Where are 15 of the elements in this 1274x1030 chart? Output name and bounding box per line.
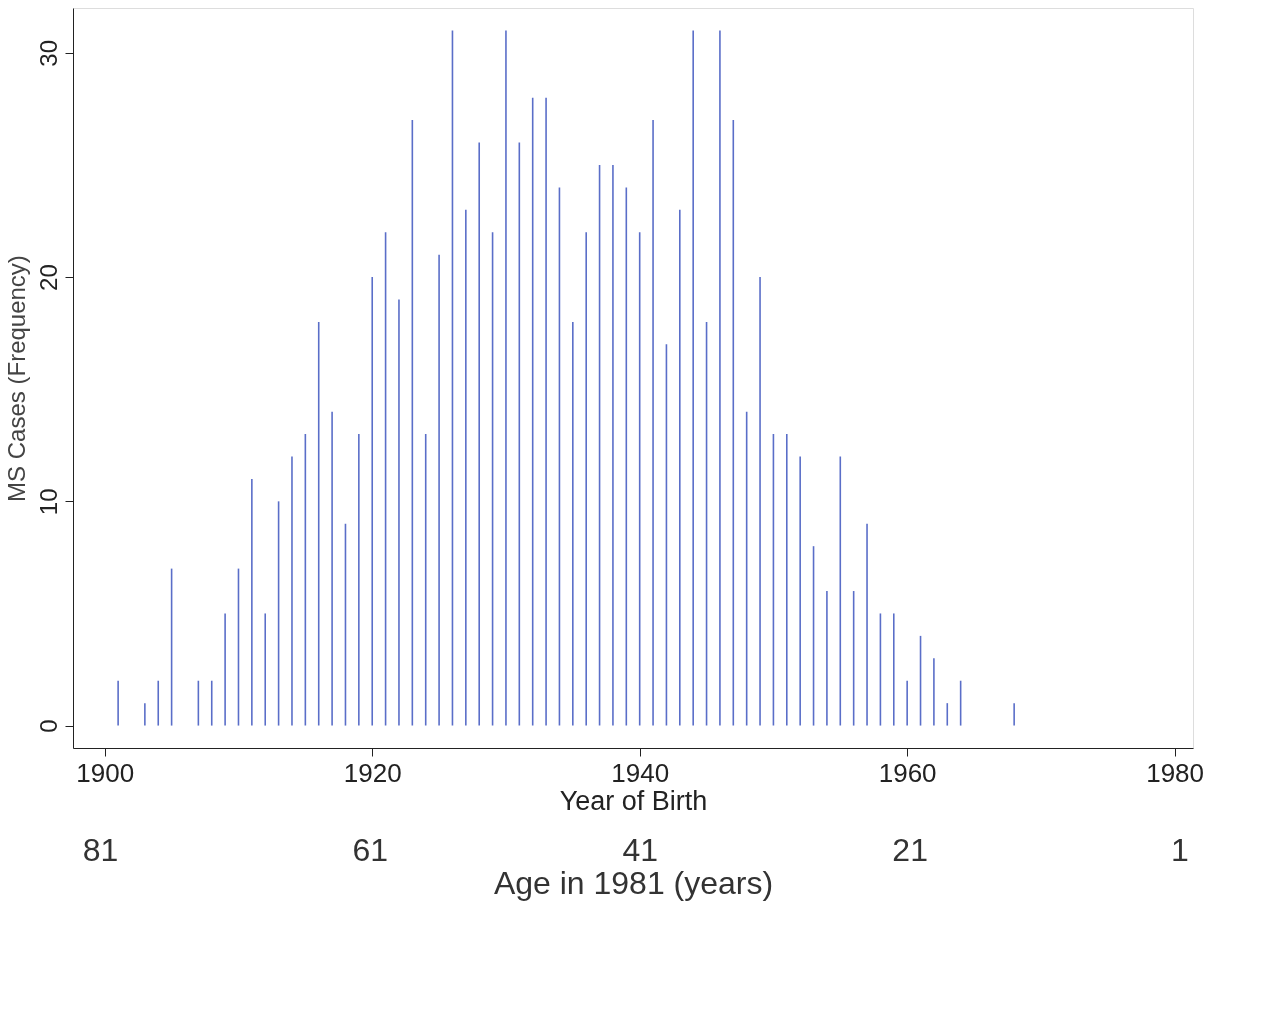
x2-tick-label: 81 [82,831,119,868]
y-tick-label: 0 [34,719,62,733]
x-tick-label: 1940 [611,757,670,788]
x-tick-label: 1960 [878,757,937,788]
x-tick-label: 1980 [1146,757,1205,788]
x-tick-label: 1920 [343,757,402,788]
x-axis-title: Year of Birth [559,785,708,816]
y-axis-title: MS Cases (Frequency) [2,255,30,502]
x-tick-label: 1900 [76,757,135,788]
y-tick-label: 30 [34,40,62,67]
x2-tick-label: 1 [1171,831,1189,868]
x2-tick-label: 61 [352,831,389,868]
y-tick-label: 20 [34,264,62,291]
x2-tick-label: 21 [892,831,928,868]
y-tick-label: 10 [34,488,62,516]
